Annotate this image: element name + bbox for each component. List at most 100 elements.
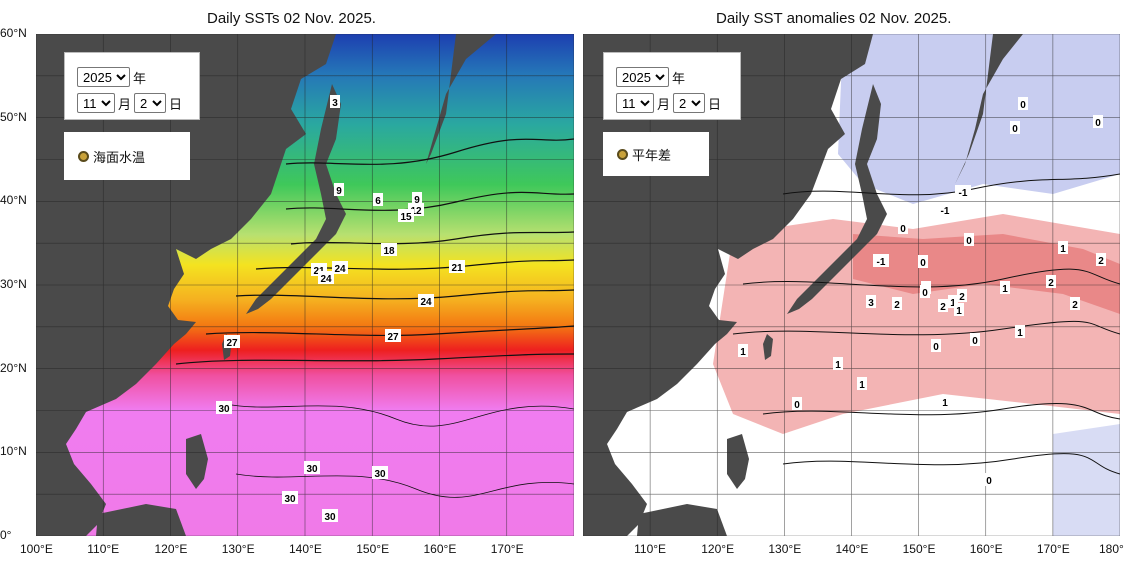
contour-label: 30 — [372, 466, 388, 480]
anomaly-month-select[interactable]: 11 — [616, 93, 654, 113]
contour-label: 1 — [738, 344, 748, 358]
contour-label: 6 — [373, 193, 383, 207]
svg-text:0: 0 — [972, 336, 978, 347]
anomaly-radio-icon[interactable] — [617, 148, 628, 160]
contour-label: 2 — [938, 299, 948, 313]
svg-text:12: 12 — [410, 206, 422, 217]
svg-text:0: 0 — [966, 236, 972, 247]
svg-text:1: 1 — [942, 398, 948, 409]
svg-text:0: 0 — [794, 400, 800, 411]
lon-tick-label: 180° — [1099, 542, 1124, 556]
svg-text:27: 27 — [387, 332, 399, 343]
svg-text:1: 1 — [956, 306, 962, 317]
svg-text:0: 0 — [1020, 100, 1026, 111]
contour-label: 0 — [792, 397, 802, 411]
lon-tick-label: 130°E — [221, 542, 255, 556]
svg-text:1: 1 — [740, 347, 746, 358]
svg-text:24: 24 — [334, 264, 346, 275]
contour-label: 0 — [984, 473, 994, 487]
contour-label: 3 — [330, 95, 340, 109]
contour-label: 30 — [216, 401, 232, 415]
sst-radio-icon[interactable] — [78, 150, 89, 162]
contour-label: 27 — [224, 335, 240, 349]
sst-month-select[interactable]: 11 — [77, 93, 115, 113]
anomaly-month-suffix: 月 — [657, 96, 671, 112]
svg-text:1: 1 — [950, 298, 956, 309]
contour-label: 1 — [1058, 241, 1068, 255]
svg-text:27: 27 — [226, 338, 238, 349]
sst-year-select[interactable]: 2025 — [77, 67, 130, 87]
svg-text:2: 2 — [940, 302, 946, 313]
lon-tick-label: 150°E — [902, 542, 936, 556]
sst-year-suffix: 年 — [133, 70, 147, 86]
lon-tick-label: 110°E — [634, 542, 667, 556]
contour-label: 0 — [970, 333, 980, 347]
svg-text:18: 18 — [383, 246, 395, 257]
anomaly-taiwan — [763, 334, 773, 360]
contour-label: 1 — [833, 357, 843, 371]
anomaly-japan — [787, 84, 887, 314]
lon-tick-label: 100°E — [20, 542, 53, 556]
lat-tick-label: 20°N — [0, 360, 27, 375]
contour-label: 2 — [892, 297, 902, 311]
sst-day-suffix: 日 — [169, 96, 183, 112]
lat-tick-label: 0° — [0, 528, 12, 542]
lon-tick-label: 130°E — [768, 542, 802, 556]
lon-tick-label: 150°E — [356, 542, 390, 556]
lon-tick-label: 170°E — [1036, 542, 1070, 556]
anomaly-neg-east — [1053, 424, 1120, 536]
contour-label: 24 — [418, 294, 434, 308]
contour-label: 24 — [332, 261, 348, 275]
anomaly-radio-box[interactable]: 平年差 — [603, 132, 709, 176]
contour-label: -1 — [937, 203, 953, 217]
svg-text:21: 21 — [451, 263, 463, 274]
contour-label: 0 — [1018, 97, 1028, 111]
anomaly-year-select[interactable]: 2025 — [616, 67, 669, 87]
sst-panel-title: Daily SSTs 02 Nov. 2025. — [207, 10, 376, 27]
anomaly-philippines — [727, 434, 749, 489]
svg-text:1: 1 — [859, 380, 865, 391]
contour-label: 1 — [948, 295, 958, 309]
contour-label: 30 — [304, 461, 320, 475]
contour-label: 1 — [1015, 325, 1025, 339]
sst-radio-box[interactable]: 海面水温 — [64, 132, 190, 180]
svg-text:-1: -1 — [959, 188, 968, 199]
contour-label: 21 — [449, 260, 465, 274]
svg-text:1: 1 — [1002, 284, 1008, 295]
lat-tick-label: 40°N — [0, 193, 27, 208]
svg-text:30: 30 — [324, 512, 336, 523]
contour-label: 3 — [866, 295, 876, 309]
svg-text:30: 30 — [218, 404, 230, 415]
lon-tick-label: 120°E — [154, 542, 188, 556]
kamchatka — [416, 34, 574, 184]
svg-text:2: 2 — [959, 292, 965, 303]
lat-tick-label: 10°N — [0, 444, 27, 459]
contour-label: 0 — [1093, 115, 1103, 129]
lat-tick-label: 60°N — [0, 26, 27, 40]
svg-text:2: 2 — [1048, 278, 1054, 289]
contour-label: 2 — [1070, 297, 1080, 311]
contour-label: 15 — [398, 209, 414, 223]
anomaly-day-select[interactable]: 2 — [673, 93, 706, 113]
contour-label: 2 — [1096, 253, 1106, 267]
contour-label: 27 — [385, 329, 401, 343]
svg-text:30: 30 — [284, 494, 296, 505]
anomaly-radio-label: 平年差 — [632, 147, 672, 163]
svg-text:1: 1 — [1060, 244, 1066, 255]
svg-text:0: 0 — [933, 342, 939, 353]
svg-text:0: 0 — [920, 258, 926, 269]
lon-tick-label: 140°E — [835, 542, 869, 556]
anomaly-date-control: 2025 年 11 月 2 日 — [603, 52, 741, 120]
sst-day-select[interactable]: 2 — [134, 93, 167, 113]
svg-text:9: 9 — [336, 186, 342, 197]
sst-month-suffix: 月 — [118, 96, 132, 112]
lon-tick-label: 120°E — [701, 542, 735, 556]
svg-text:1: 1 — [1017, 328, 1023, 339]
contour-label: 0 — [1010, 121, 1020, 135]
svg-text:-1: -1 — [877, 257, 886, 268]
svg-text:0: 0 — [986, 476, 992, 487]
contour-label: 0 — [931, 339, 941, 353]
contour-label: 30 — [322, 509, 338, 523]
contour-label: 2 — [957, 289, 967, 303]
contour-label: 1 — [857, 377, 867, 391]
